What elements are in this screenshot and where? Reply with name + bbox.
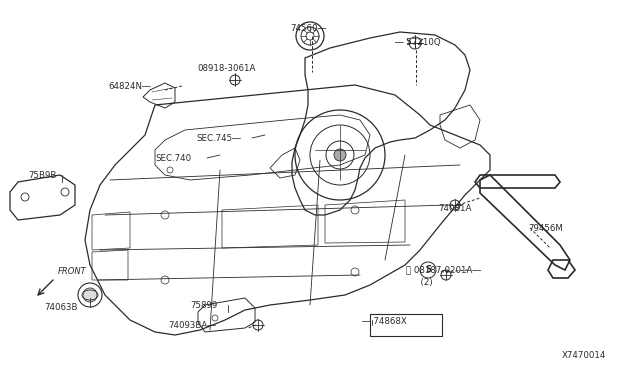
Text: 75899: 75899 xyxy=(190,301,217,310)
Circle shape xyxy=(83,288,97,302)
Bar xyxy=(370,314,442,336)
Text: 74560―: 74560― xyxy=(290,23,326,32)
Text: 75B9B: 75B9B xyxy=(28,170,56,180)
Text: 74093BA―: 74093BA― xyxy=(168,321,216,330)
Text: X7470014: X7470014 xyxy=(562,352,606,360)
Text: ― 57210Q: ― 57210Q xyxy=(395,38,440,46)
Text: Ⓢ 08187-0201A―: Ⓢ 08187-0201A― xyxy=(406,266,481,275)
Text: SEC.740: SEC.740 xyxy=(155,154,191,163)
Text: 08918-3061A: 08918-3061A xyxy=(197,64,255,73)
Text: ― 74868X: ― 74868X xyxy=(362,317,407,327)
Text: FRONT: FRONT xyxy=(58,267,87,276)
Text: 74081A: 74081A xyxy=(438,203,472,212)
Circle shape xyxy=(334,149,346,161)
Text: 64824N―: 64824N― xyxy=(108,81,150,90)
Text: (2): (2) xyxy=(415,278,433,286)
Text: S: S xyxy=(425,266,431,275)
Text: SEC.745―: SEC.745― xyxy=(196,134,241,142)
Text: 74063B: 74063B xyxy=(44,304,77,312)
Text: 79456M: 79456M xyxy=(528,224,563,232)
